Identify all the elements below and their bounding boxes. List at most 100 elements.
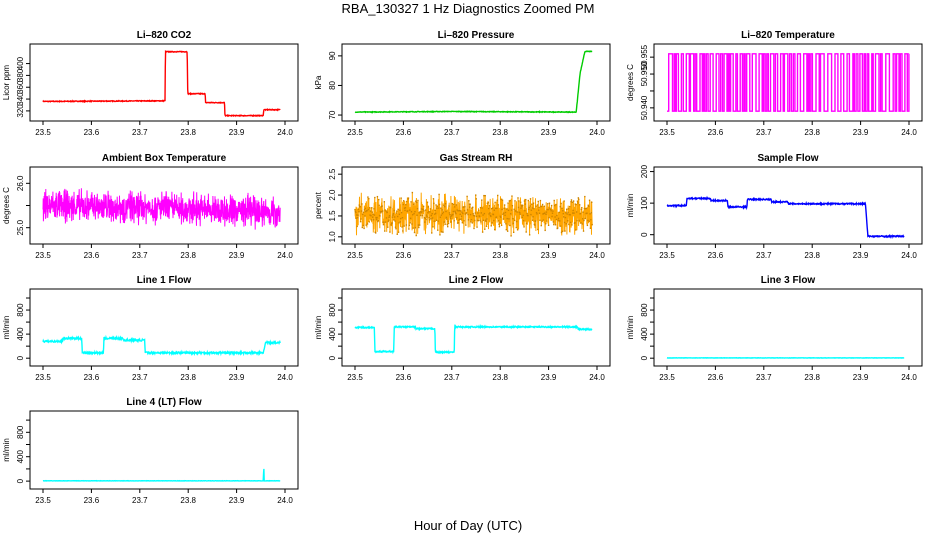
data-point	[502, 213, 504, 216]
data-point	[545, 211, 548, 213]
data-point	[504, 214, 506, 217]
data-point	[454, 211, 457, 214]
data-point	[401, 226, 403, 228]
data-point	[446, 218, 448, 220]
data-point	[475, 215, 478, 217]
data-point	[497, 194, 499, 197]
data-point	[395, 228, 397, 230]
data-point	[387, 219, 390, 221]
data-point	[372, 213, 374, 216]
data-point	[503, 207, 505, 210]
data-point	[459, 218, 461, 221]
data-point	[415, 234, 417, 237]
data-point	[471, 222, 473, 224]
data-point	[421, 214, 423, 217]
data-point	[581, 206, 583, 209]
data-point	[541, 220, 543, 222]
data-point	[484, 219, 487, 221]
data-point	[563, 216, 565, 218]
y-axis-label: ml/min	[626, 194, 635, 218]
data-point	[578, 219, 580, 222]
data-point	[483, 194, 485, 197]
x-tick-label: 23.9	[229, 128, 245, 137]
data-point	[462, 212, 464, 215]
data-point	[380, 205, 383, 208]
data-point	[544, 223, 547, 225]
panel-5: Gas Stream RH 23.5 23.6 23.7 23.8 23.9 24.0 1.0…	[314, 153, 611, 260]
data-point	[366, 209, 368, 212]
data-point	[440, 207, 442, 209]
data-point	[563, 221, 566, 224]
data-point	[498, 223, 500, 226]
x-tick-label: 23.6	[396, 251, 412, 260]
y-tick-label: 400	[16, 327, 25, 341]
y-tick-label: 50.950	[640, 61, 649, 86]
x-tick-label: 23.9	[229, 496, 245, 505]
data-point	[523, 226, 525, 228]
data-point	[470, 221, 472, 223]
x-tick-label: 23.7	[444, 373, 460, 382]
plot-frame	[653, 288, 923, 367]
data-point	[433, 220, 436, 222]
data-point	[522, 219, 525, 222]
data-point	[498, 225, 501, 228]
data-point	[550, 210, 552, 212]
data-point	[587, 204, 589, 206]
data-point	[494, 201, 496, 204]
data-point	[547, 208, 549, 211]
data-point	[381, 205, 383, 207]
data-point	[578, 204, 581, 206]
data-point	[420, 208, 423, 210]
data-point	[497, 204, 499, 206]
data-point	[572, 212, 574, 214]
data-point	[434, 212, 437, 215]
data-point	[355, 211, 357, 214]
data-series-line	[354, 50, 593, 114]
data-point	[413, 212, 415, 215]
data-point	[478, 209, 480, 212]
data-point	[440, 214, 442, 216]
data-point	[521, 205, 523, 208]
data-point	[511, 195, 513, 197]
data-point	[442, 231, 444, 233]
data-point	[489, 214, 492, 217]
x-tick-label: 23.8	[180, 496, 196, 505]
data-point	[576, 200, 579, 202]
data-point	[512, 222, 514, 225]
x-tick-label: 23.6	[396, 373, 412, 382]
data-point	[577, 202, 579, 204]
x-tick-label: 24.0	[277, 128, 293, 137]
data-point	[513, 208, 515, 211]
data-point	[362, 213, 364, 215]
data-point	[369, 210, 372, 212]
data-point	[468, 200, 470, 202]
data-point	[418, 226, 420, 229]
data-point	[368, 221, 370, 223]
data-point	[556, 227, 559, 229]
data-point	[559, 205, 561, 208]
x-tick-label: 23.5	[347, 128, 363, 137]
data-point	[363, 209, 366, 211]
data-point	[514, 200, 516, 202]
panel-title: Line 4 (LT) Flow	[126, 397, 202, 408]
data-point	[567, 208, 570, 210]
panel-10: Line 4 (LT) Flow 23.5 23.6 23.7 23.8 23.9 24.0…	[2, 397, 299, 505]
data-point	[433, 202, 435, 205]
data-point	[586, 212, 588, 214]
data-point	[431, 217, 434, 219]
data-point	[537, 200, 539, 203]
data-point	[422, 205, 425, 208]
data-point	[385, 217, 388, 219]
data-point	[552, 221, 555, 223]
data-point	[528, 208, 530, 210]
data-point	[437, 220, 439, 222]
data-point	[439, 216, 442, 218]
data-point	[390, 206, 392, 209]
data-point	[591, 223, 593, 226]
data-point	[493, 209, 495, 211]
data-point	[444, 223, 446, 225]
data-point	[495, 216, 498, 218]
data-point	[547, 224, 550, 227]
data-point	[461, 211, 463, 213]
x-tick-label: 23.8	[804, 373, 820, 382]
